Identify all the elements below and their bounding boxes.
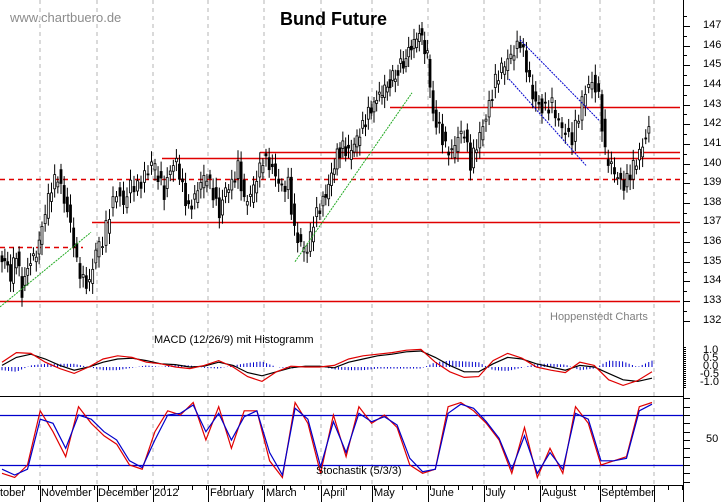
stochastic-panel bbox=[0, 400, 683, 480]
price-tick-label: 139 bbox=[703, 176, 722, 189]
price-tick-label: 142 bbox=[703, 117, 722, 130]
price-tick-label: 140 bbox=[703, 156, 722, 169]
month-label: September bbox=[601, 487, 655, 499]
stoch-tick-label: 50 bbox=[706, 433, 719, 445]
support-resistance-lines bbox=[0, 106, 680, 303]
price-tick-label: 137 bbox=[703, 215, 722, 228]
price-tick-label: 138 bbox=[703, 195, 722, 208]
price-tick-label: 132 bbox=[703, 313, 722, 326]
month-label: July bbox=[486, 487, 506, 499]
site-watermark: www.chartbuero.de bbox=[10, 10, 122, 25]
price-tick-label: 146 bbox=[703, 38, 722, 51]
month-label: November bbox=[41, 487, 92, 499]
price-tick-label: 145 bbox=[703, 58, 722, 71]
macd-tick-label: 1.0 bbox=[703, 344, 719, 356]
month-label: tober bbox=[0, 487, 26, 499]
axes bbox=[0, 0, 690, 502]
month-label: June bbox=[430, 487, 454, 499]
macd-tick-label: -0.5 bbox=[700, 368, 719, 380]
macd-panel bbox=[0, 348, 683, 397]
month-label: 2012 bbox=[154, 487, 179, 499]
month-label: February bbox=[210, 487, 255, 499]
macd-tick-label: 0.0 bbox=[703, 360, 719, 372]
price-tick-label: 135 bbox=[703, 254, 722, 267]
price-tick-label: 134 bbox=[703, 274, 722, 287]
month-label: March bbox=[266, 487, 297, 499]
month-label: August bbox=[542, 487, 577, 499]
month-label: April bbox=[323, 487, 346, 499]
price-tick-label: 143 bbox=[703, 97, 722, 110]
price-tick-label: 147 bbox=[703, 19, 722, 31]
credit-label: Hoppenstedt Charts bbox=[550, 311, 648, 323]
chart-title: Bund Future bbox=[280, 9, 387, 29]
month-label: May bbox=[374, 487, 395, 499]
price-tick-label: 136 bbox=[703, 235, 722, 248]
trend-lines bbox=[0, 39, 600, 308]
price-tick-label: 144 bbox=[703, 77, 722, 90]
macd-label: MACD (12/26/9) mit Histogramm bbox=[154, 334, 314, 346]
macd-tick-label: 0.5 bbox=[703, 352, 719, 364]
vertical-grid bbox=[39, 0, 655, 485]
macd-tick-label: -1.0 bbox=[700, 376, 719, 388]
price-candlesticks bbox=[0, 22, 651, 307]
month-label: December bbox=[98, 487, 149, 499]
stochastic-label: Stochastik (5/3/3) bbox=[316, 465, 402, 477]
price-tick-label: 133 bbox=[703, 294, 722, 306]
price-tick-label: 141 bbox=[703, 136, 722, 149]
